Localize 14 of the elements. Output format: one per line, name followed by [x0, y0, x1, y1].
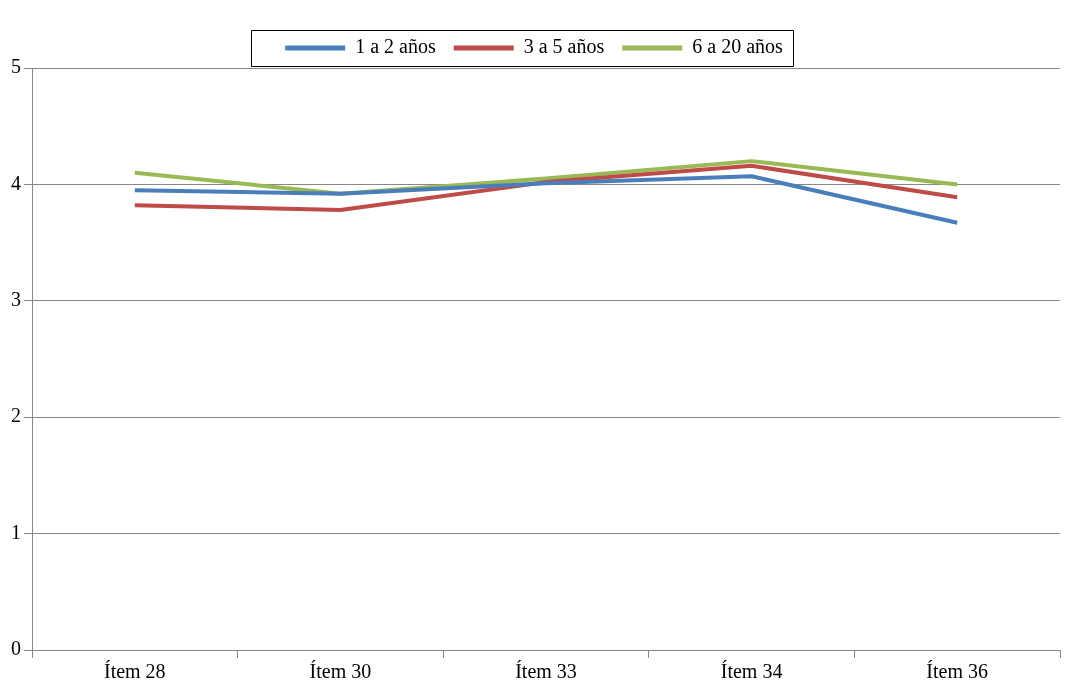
y-tick-label: 2 — [11, 404, 21, 427]
legend-label: 1 a 2 años — [355, 35, 436, 58]
legend-label: 6 a 20 años — [692, 35, 784, 58]
legend-label: 3 a 5 años — [523, 35, 605, 58]
x-tick-label: Ítem 30 — [309, 660, 372, 683]
y-tick-label: 0 — [11, 637, 21, 660]
y-tick-label: 4 — [11, 171, 21, 194]
x-tick-label: Ítem 28 — [103, 660, 166, 683]
y-tick-label: 5 — [11, 55, 21, 78]
x-tick-label: Ítem 34 — [720, 660, 783, 683]
x-tick-label: Ítem 36 — [926, 660, 989, 683]
y-tick-label: 3 — [11, 288, 21, 311]
y-tick-label: 1 — [11, 520, 21, 543]
x-tick-label: Ítem 33 — [515, 660, 577, 683]
